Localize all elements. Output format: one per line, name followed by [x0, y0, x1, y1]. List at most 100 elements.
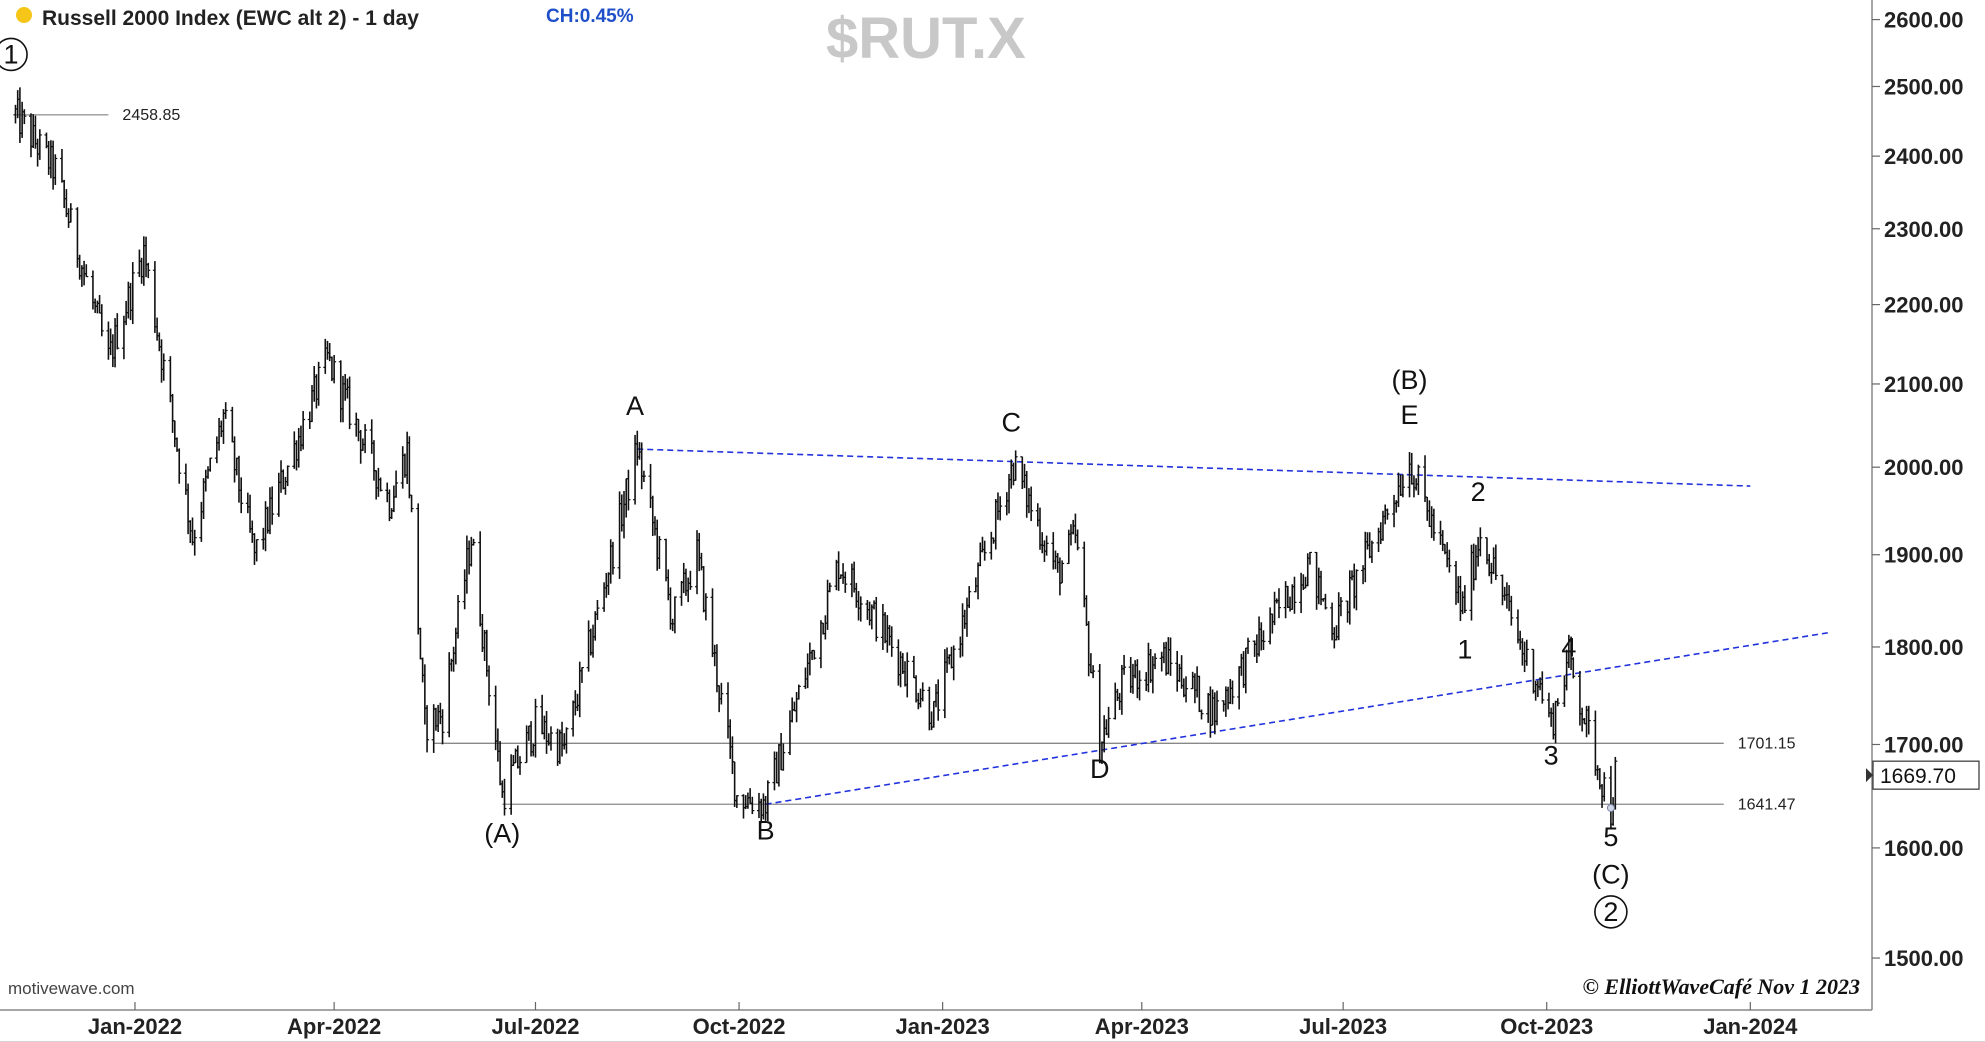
ohlc-bar	[22, 109, 27, 125]
ohlc-bar	[1184, 676, 1189, 703]
ohlc-bar	[1447, 549, 1452, 573]
ohlc-bar	[967, 586, 972, 609]
ohlc-bar	[951, 645, 956, 681]
ohlc-bar	[1323, 593, 1328, 610]
ohlc-bar	[301, 411, 306, 450]
time-tick-label: Jan-2022	[88, 1014, 182, 1039]
analyst-credit: © ElliottWaveCafé Nov 1 2023	[1582, 974, 1860, 999]
ohlc-bar	[1153, 653, 1158, 670]
ohlc-bar	[1586, 705, 1591, 735]
symbol-watermark: $RUT.X	[826, 6, 1026, 71]
chart-title: Russell 2000 Index (EWC alt 2) - 1 day	[42, 7, 419, 30]
ohlc-bar	[1431, 508, 1436, 541]
ohlc-bar	[641, 470, 646, 483]
price-tick-label: 2600.00	[1884, 8, 1964, 33]
level-label: 1641.47	[1738, 796, 1796, 813]
circled-wave-label: 1	[0, 37, 28, 72]
ohlc-bar	[223, 402, 228, 419]
ohlc-bar	[1307, 551, 1312, 565]
ohlc-bar	[998, 496, 1003, 521]
ohlc-bar	[595, 599, 600, 620]
ohlc-bar	[161, 353, 166, 381]
ohlc-bar	[378, 477, 383, 492]
ohlc-bar	[1338, 597, 1343, 617]
ohlc-bar	[1276, 588, 1281, 619]
price-tick-label: 2300.00	[1884, 217, 1964, 242]
ohlc-bar	[1044, 535, 1049, 556]
ohlc-bar	[626, 469, 631, 511]
ohlc-bar	[471, 538, 476, 546]
ohlc-bar	[874, 596, 879, 642]
wave-label: (A)	[484, 819, 520, 849]
price-tick-label: 2500.00	[1884, 74, 1964, 99]
low-marker	[1606, 803, 1615, 812]
svg-text:2: 2	[1471, 477, 1486, 507]
ohlc-bar	[456, 594, 461, 639]
ohlc-bar	[982, 540, 987, 561]
svg-text:3: 3	[1544, 741, 1559, 771]
ohlc-bar	[936, 679, 941, 721]
last-price-box: 1669.70	[1866, 760, 1980, 790]
ohlc-bar	[734, 795, 739, 808]
wave-label: E	[1401, 400, 1419, 430]
price-tick-label: 2400.00	[1884, 144, 1964, 169]
ohlc-bar	[1261, 630, 1266, 650]
ohlc-bar	[1215, 690, 1220, 726]
price-tick-label: 1600.00	[1884, 836, 1964, 861]
wave-label: 5	[1603, 822, 1618, 852]
ohlc-bar	[905, 652, 910, 698]
ohlc-bar	[858, 596, 863, 622]
svg-text:2: 2	[1603, 897, 1618, 927]
time-axis-ticks[interactable]: Jan-2022 Apr-2022 Jul-2022 Oct-2022 Jan-2023…	[88, 1002, 1798, 1039]
ohlc-bar	[130, 262, 135, 325]
ohlc-bar	[1106, 706, 1111, 738]
wave-label: 1	[1457, 634, 1472, 664]
ohlc-bar	[518, 756, 522, 775]
level-lines: 2458.85 1701.15 1641.47	[15, 107, 1796, 813]
ohlc-bar	[1509, 595, 1514, 626]
ohlc-bar	[657, 536, 662, 569]
ohlc-bar	[672, 596, 677, 634]
price-tick-label: 1500.00	[1884, 946, 1964, 971]
time-tick-label: Jan-2023	[896, 1014, 990, 1039]
svg-text:1: 1	[4, 39, 19, 69]
svg-text:(A): (A)	[484, 819, 520, 849]
price-tick-label: 1700.00	[1884, 732, 1964, 757]
ohlc-bar	[285, 465, 290, 487]
ohlc-bar	[1013, 450, 1018, 481]
ohlc-bar	[1060, 560, 1065, 584]
ohlc-bar	[1602, 772, 1607, 802]
ohlc-bar	[1524, 639, 1529, 666]
ohlc-bar	[316, 361, 321, 406]
ohlc-bar	[920, 682, 925, 702]
price-axis-ticks[interactable]: 1500.00 1600.00 1700.00 1800.00 1900.00 2000.…	[1872, 8, 1964, 971]
ohlc-bar	[487, 665, 492, 706]
wave-label: 4	[1561, 632, 1576, 662]
ohlc-bar	[1292, 576, 1297, 614]
trendline	[637, 448, 1751, 487]
ohlc-bar	[533, 698, 538, 758]
ohlc-bar	[53, 154, 58, 185]
ohlc-bar	[1168, 637, 1173, 676]
svg-text:C: C	[1001, 408, 1021, 438]
wave-label: A	[626, 391, 644, 421]
svg-text:B: B	[757, 815, 775, 845]
ohlc-bar	[270, 486, 275, 525]
level-label: 2458.85	[122, 107, 180, 124]
ohlc-bar	[1571, 657, 1576, 679]
last-price-pointer	[1866, 768, 1873, 783]
price-tick-label: 2000.00	[1884, 455, 1964, 480]
ohlc-bar	[796, 684, 801, 700]
wave-label: D	[1090, 754, 1110, 784]
ohlc-bar	[115, 313, 120, 350]
ohlc-bar	[719, 682, 724, 705]
ohlc-bar	[409, 494, 414, 513]
svg-text:1: 1	[1457, 634, 1472, 664]
ohlc-bar	[765, 780, 770, 822]
svg-text:(C): (C)	[1592, 859, 1629, 889]
circled-wave-label: 2	[1594, 895, 1628, 929]
ohlc-bar	[502, 778, 507, 816]
svg-text:5: 5	[1603, 822, 1618, 852]
ohlc-bar	[750, 796, 755, 815]
